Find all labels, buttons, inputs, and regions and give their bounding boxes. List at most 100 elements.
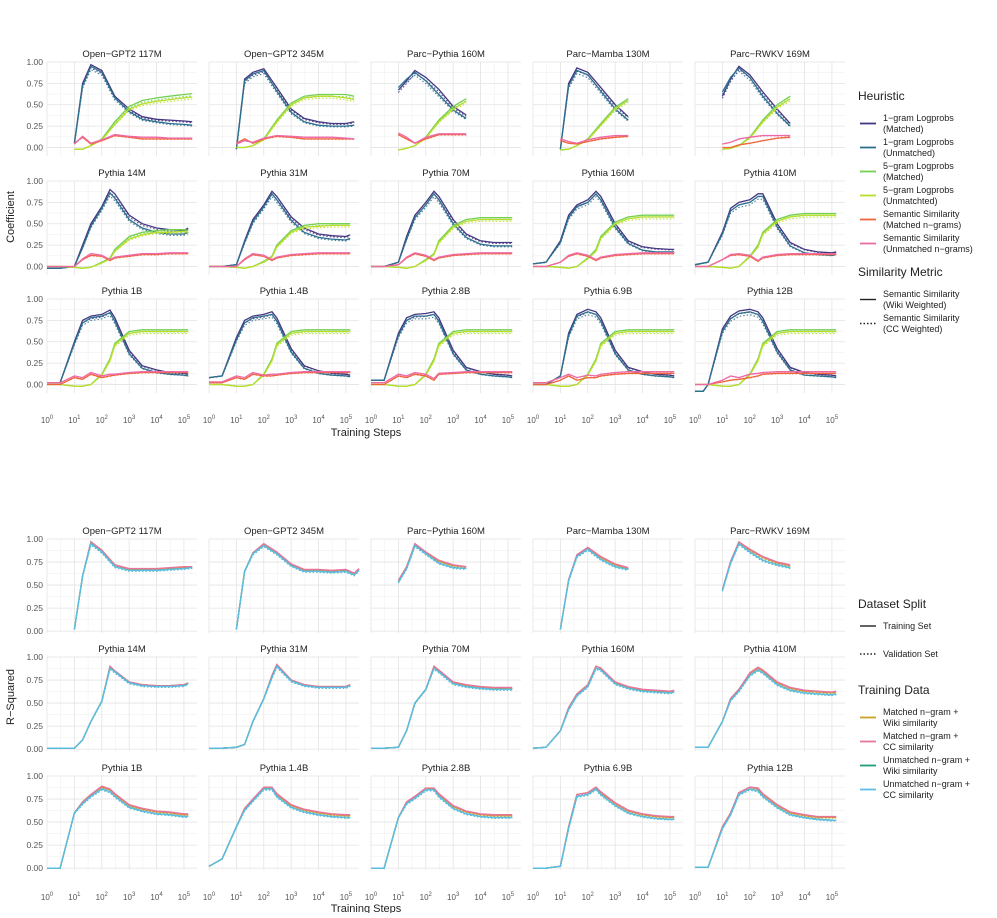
panel: Parc−Mamba 130M bbox=[532, 49, 683, 156]
chart-section-b: R−Squared Training Steps Open−GPT2 117M 0.0… bbox=[5, 526, 970, 915]
series-line-dotted-u1u bbox=[73, 68, 193, 144]
legend-label: 5−gram Logprobs bbox=[883, 161, 954, 171]
x-tick-label: 101 bbox=[716, 415, 729, 425]
x-tick-label: 104 bbox=[636, 415, 649, 425]
series-line-ssu bbox=[695, 370, 837, 386]
series-line-ssu bbox=[533, 252, 675, 268]
y-tick-label: 0.75 bbox=[26, 557, 43, 567]
y-tick-label: 0.75 bbox=[26, 197, 43, 207]
panel: Pythia 31M bbox=[208, 644, 359, 751]
series-line-dotted-uc bbox=[397, 545, 467, 584]
series-line-ssm bbox=[533, 372, 675, 386]
series-line-uc bbox=[532, 667, 675, 749]
panel: Pythia 12B 100 101 102 103 104 105 bbox=[689, 763, 845, 902]
x-tick-label: 102 bbox=[258, 415, 271, 425]
series-line-uc bbox=[397, 544, 467, 583]
series-line-g5u bbox=[236, 95, 355, 149]
legend-label: (Unmatched) bbox=[883, 148, 935, 158]
series-line-g5u bbox=[695, 214, 837, 269]
panel: Pythia 1.4B 100 101 102 103 104 105 bbox=[203, 763, 359, 902]
x-tick-label: 102 bbox=[258, 892, 271, 902]
chart-section-a: Coefficient Training Steps Open−GPT2 117M 0… bbox=[5, 49, 973, 439]
series-line-dotted-mc bbox=[371, 788, 513, 869]
panel-background bbox=[533, 657, 683, 751]
series-line-dotted-uc bbox=[695, 789, 837, 868]
legend-title: Similarity Metric bbox=[858, 265, 943, 279]
y-axis-label: Coefficient bbox=[5, 191, 17, 243]
series-line-dotted-mc bbox=[695, 787, 837, 868]
x-tick-label: 103 bbox=[609, 415, 622, 425]
series-line-g5u bbox=[47, 330, 189, 387]
series-line-mc bbox=[721, 540, 791, 590]
panel-background bbox=[533, 776, 683, 870]
series-line-dotted-mc bbox=[371, 666, 513, 749]
panel-background bbox=[695, 776, 845, 870]
panel-title: Pythia 14M bbox=[98, 168, 146, 179]
x-tick-label: 104 bbox=[312, 415, 325, 425]
legend-label: Wiki similarity bbox=[883, 766, 938, 776]
series-line-dotted-uc bbox=[533, 789, 675, 869]
x-tick-label: 100 bbox=[365, 892, 378, 902]
panel-background bbox=[371, 776, 521, 870]
series-line-ssu bbox=[73, 133, 193, 145]
panel-title: Pythia 160M bbox=[582, 168, 635, 179]
y-tick-label: 0.25 bbox=[26, 721, 43, 731]
series-line-ssu bbox=[371, 252, 513, 268]
panel-title: Parc−Mamba 130M bbox=[566, 526, 649, 537]
x-tick-label: 100 bbox=[203, 892, 216, 902]
legend-label: (Matched) bbox=[883, 124, 924, 134]
series-line-dotted-mc bbox=[533, 787, 675, 869]
legend-label: 1−gram Logprobs bbox=[883, 137, 954, 147]
panel: Open−GPT2 117M 0.00 0.25 0.50 0.75 1.00 bbox=[26, 526, 197, 636]
legend-label: Semantic Similarity bbox=[883, 209, 960, 219]
x-tick-label: 101 bbox=[392, 892, 405, 902]
series-line-dotted-g5u bbox=[236, 97, 355, 149]
panel-title: Pythia 1B bbox=[102, 763, 143, 774]
panel-background bbox=[209, 181, 359, 275]
series-line-u1u bbox=[533, 311, 675, 386]
series-line-ssm bbox=[560, 135, 629, 145]
series-line-ssu bbox=[47, 370, 189, 384]
series-line-dotted-uc bbox=[73, 543, 193, 630]
panel-title: Pythia 14M bbox=[98, 644, 146, 655]
series-line-ssm bbox=[722, 136, 791, 149]
panel-background bbox=[533, 539, 683, 633]
series-line-g5u bbox=[371, 330, 513, 387]
series-line-dotted-mw bbox=[371, 788, 513, 869]
panel-title: Parc−RWKV 169M bbox=[730, 49, 810, 60]
panel-background bbox=[695, 62, 845, 156]
y-tick-label: 1.00 bbox=[26, 652, 43, 662]
x-tick-label: 105 bbox=[502, 415, 515, 425]
panel-title: Pythia 12B bbox=[747, 286, 793, 297]
y-tick-label: 0.50 bbox=[26, 698, 43, 708]
panel: Open−GPT2 117M 0.00 0.25 0.50 0.75 1.00 bbox=[26, 49, 197, 156]
x-tick-label: 100 bbox=[203, 415, 216, 425]
x-tick-label: 102 bbox=[420, 415, 433, 425]
panel-title: Open−GPT2 345M bbox=[244, 49, 324, 60]
series-line-uc bbox=[371, 667, 513, 749]
legend-label: Wiki similarity bbox=[883, 718, 938, 728]
panel-title: Pythia 1.4B bbox=[260, 763, 309, 774]
panel-title: Pythia 160M bbox=[582, 644, 635, 655]
panel: Open−GPT2 345M bbox=[208, 49, 359, 156]
series-line-uc bbox=[559, 548, 629, 630]
series-line-dotted-u1u bbox=[47, 194, 189, 269]
x-tick-label: 105 bbox=[664, 892, 677, 902]
panel: Pythia 1B 0.00 0.25 0.50 0.75 1.00 100 101 102 10… bbox=[26, 286, 197, 425]
x-tick-label: 105 bbox=[178, 415, 191, 425]
y-tick-label: 0.25 bbox=[26, 603, 43, 613]
series-line-ssm bbox=[47, 371, 189, 386]
panel: Pythia 160M bbox=[532, 168, 683, 275]
panel-title: Pythia 70M bbox=[422, 644, 470, 655]
panel: Pythia 6.9B 100 101 102 103 104 105 bbox=[527, 286, 683, 425]
panel-background bbox=[371, 539, 521, 633]
x-tick-label: 100 bbox=[527, 415, 540, 425]
panel: Pythia 1B 0.00 0.25 0.50 0.75 1.00 100 101 102 10… bbox=[26, 763, 197, 902]
x-tick-label: 104 bbox=[798, 892, 811, 902]
series-line-u1u bbox=[695, 311, 837, 392]
x-tick-label: 101 bbox=[392, 415, 405, 425]
panel: Pythia 70M bbox=[370, 168, 521, 275]
y-tick-label: 0.75 bbox=[26, 675, 43, 685]
x-tick-label: 105 bbox=[826, 415, 839, 425]
panel-background bbox=[371, 181, 521, 275]
